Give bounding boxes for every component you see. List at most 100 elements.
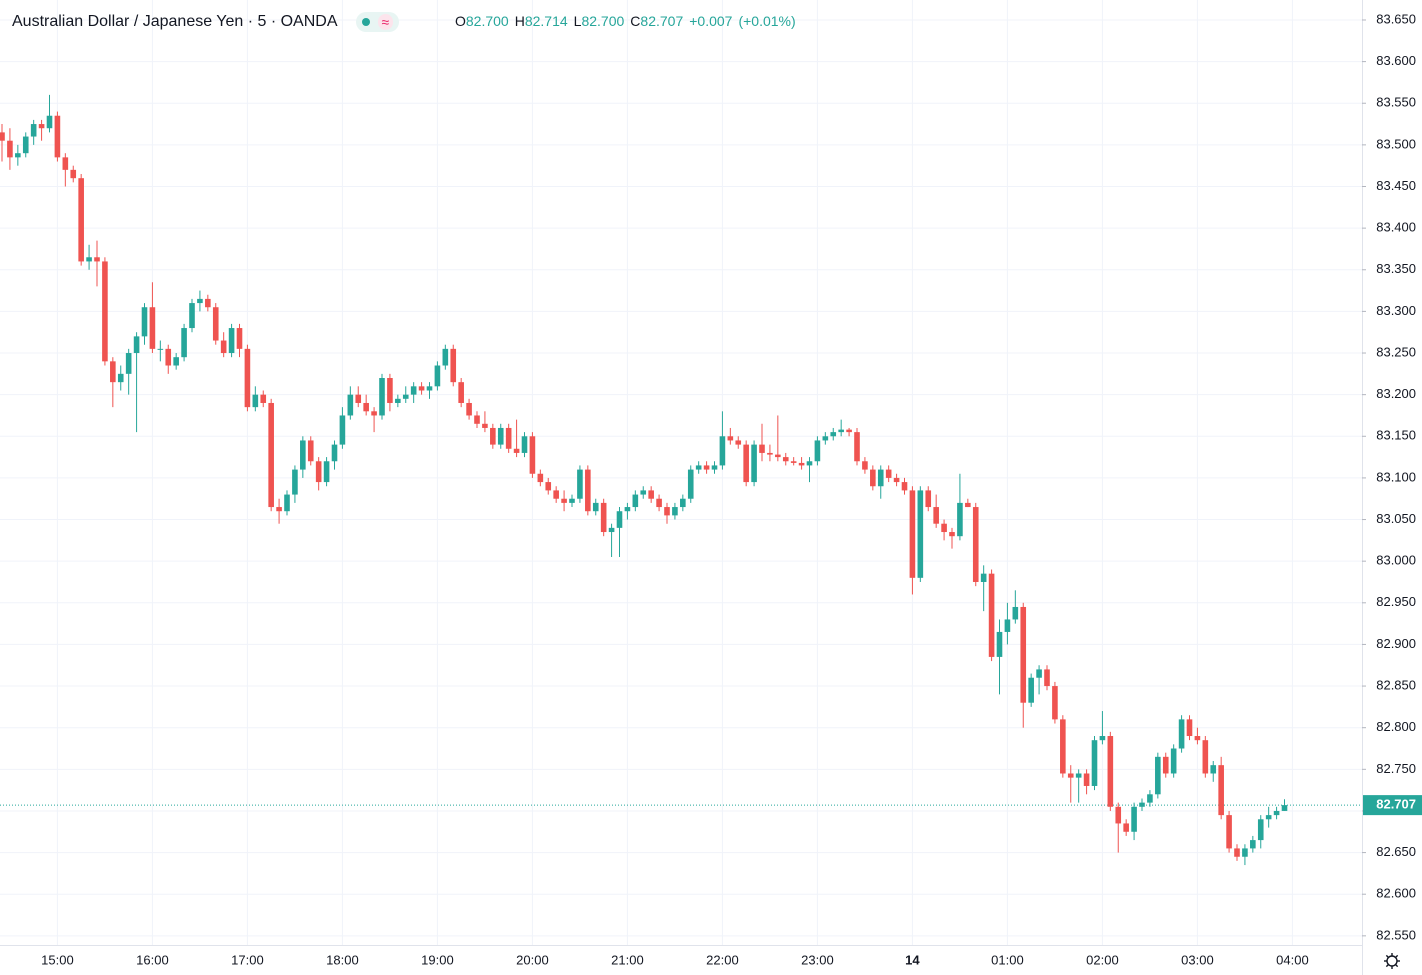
candle-body bbox=[965, 502, 971, 508]
status-icons[interactable]: ≈ bbox=[355, 12, 400, 32]
candle-body bbox=[1004, 619, 1011, 632]
candle-body bbox=[949, 532, 955, 537]
y-tick-label: 83.500 bbox=[1376, 136, 1416, 151]
candle-body bbox=[719, 436, 726, 466]
candle-body bbox=[624, 507, 631, 512]
candle-body bbox=[212, 307, 219, 341]
candle-body bbox=[1099, 736, 1106, 741]
ohlc-value: 82.707 bbox=[640, 13, 684, 29]
candle-body bbox=[1028, 677, 1034, 703]
candle-body bbox=[490, 427, 496, 445]
change-percent: (+0.01%) bbox=[738, 13, 796, 29]
candle-body bbox=[529, 436, 536, 474]
candle-body bbox=[1020, 606, 1027, 703]
candle-body bbox=[1067, 773, 1074, 778]
candle-body bbox=[1012, 606, 1019, 620]
candle-body bbox=[545, 482, 552, 491]
y-tick-label: 83.450 bbox=[1376, 178, 1416, 193]
x-tick-label: 16:00 bbox=[136, 952, 169, 967]
candle-body bbox=[1218, 765, 1224, 816]
candle-body bbox=[695, 465, 702, 470]
candle-body bbox=[292, 469, 298, 495]
x-tick-label: 22:00 bbox=[706, 952, 739, 967]
candle-body bbox=[830, 432, 837, 437]
candle-body bbox=[640, 490, 647, 495]
x-tick-label: 20:00 bbox=[516, 952, 549, 967]
candle-body bbox=[86, 257, 92, 262]
candle-body bbox=[1281, 805, 1288, 811]
candle-body bbox=[426, 386, 433, 391]
candle-body bbox=[46, 115, 53, 129]
gear-tooth bbox=[1385, 964, 1389, 968]
candle-body bbox=[284, 494, 290, 512]
candle-body bbox=[189, 303, 195, 329]
candle-body bbox=[15, 153, 21, 158]
candle-body bbox=[181, 328, 187, 358]
candle-body bbox=[347, 394, 354, 416]
candle-body bbox=[1194, 736, 1201, 741]
candle-body bbox=[980, 573, 987, 582]
candle-body bbox=[664, 507, 670, 516]
candle-body bbox=[988, 573, 995, 657]
candle-body bbox=[822, 436, 829, 441]
candle-body bbox=[458, 382, 464, 403]
candle-body bbox=[434, 365, 441, 387]
y-tick-label: 83.550 bbox=[1376, 95, 1416, 110]
settings-icon[interactable] bbox=[1384, 953, 1400, 969]
candle-body bbox=[814, 440, 821, 462]
candle-body bbox=[1170, 748, 1177, 774]
ohlc-key: C bbox=[630, 13, 641, 29]
candle-body bbox=[157, 348, 164, 350]
candle-body bbox=[767, 452, 773, 455]
candle-body bbox=[94, 257, 100, 262]
candle-body bbox=[1139, 802, 1145, 807]
wave-icon: ≈ bbox=[377, 14, 394, 30]
candle-body bbox=[680, 498, 686, 508]
candle-body bbox=[782, 457, 789, 462]
candle-body bbox=[1202, 740, 1209, 774]
candle-body bbox=[363, 402, 369, 412]
y-tick-label: 82.850 bbox=[1376, 677, 1416, 692]
candle-body bbox=[972, 507, 979, 582]
candle-body bbox=[395, 398, 401, 403]
candle-body bbox=[600, 502, 607, 533]
candle-body bbox=[402, 394, 409, 399]
candle-body bbox=[474, 415, 480, 424]
candle-body bbox=[838, 429, 844, 433]
y-tick-label: 83.250 bbox=[1376, 344, 1416, 359]
candle-body bbox=[387, 378, 393, 403]
candle-body bbox=[735, 440, 742, 445]
status-dot bbox=[361, 18, 370, 26]
x-tick-label: 03:00 bbox=[1181, 952, 1214, 967]
change: +0.007 bbox=[689, 13, 733, 29]
x-tick-label: 01:00 bbox=[991, 952, 1024, 967]
candle-body bbox=[205, 298, 211, 308]
candle-body bbox=[577, 469, 583, 499]
candle-body bbox=[70, 169, 77, 179]
gear-tooth bbox=[1385, 954, 1389, 958]
y-tick-label: 82.750 bbox=[1376, 761, 1416, 776]
candle-body bbox=[1044, 669, 1050, 687]
x-tick-label: 18:00 bbox=[326, 952, 359, 967]
candle-body bbox=[933, 507, 939, 524]
candle-body bbox=[1147, 794, 1153, 803]
candle-body bbox=[1036, 669, 1042, 678]
y-tick-label: 83.000 bbox=[1376, 553, 1416, 568]
candle-body bbox=[909, 490, 916, 578]
y-tick-label: 83.400 bbox=[1376, 220, 1416, 235]
candle-body bbox=[569, 498, 575, 503]
candle-body bbox=[846, 429, 852, 433]
candle-body bbox=[672, 507, 678, 516]
y-tick-label: 82.650 bbox=[1376, 844, 1416, 859]
candle-body bbox=[30, 124, 37, 137]
candle-body bbox=[711, 465, 718, 470]
candle-body bbox=[410, 386, 417, 395]
y-tick-label: 83.150 bbox=[1376, 428, 1416, 443]
candle-body bbox=[917, 490, 924, 578]
candle-body bbox=[117, 373, 124, 383]
candle-body bbox=[1123, 823, 1129, 832]
candle-body bbox=[553, 490, 559, 499]
ohlc-value: 82.714 bbox=[524, 13, 568, 29]
candle-body bbox=[1091, 740, 1098, 786]
